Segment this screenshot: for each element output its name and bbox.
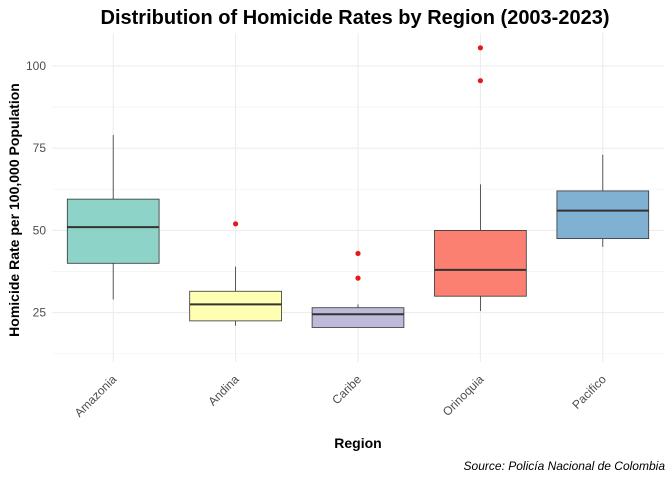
box-iqr [434, 229, 527, 297]
y-tick-labels: 25 50 75 100 [26, 59, 46, 320]
boxes-layer [66, 45, 650, 328]
x-axis-title: Region [334, 435, 381, 451]
chart-title: Distribution of Homicide Rates by Region… [101, 7, 610, 29]
x-tick-label: Pacifico [569, 372, 609, 412]
x-tick-label: Orinoquia [440, 372, 487, 419]
box-group [189, 221, 282, 326]
box-iqr [189, 290, 282, 322]
box-group [66, 134, 160, 300]
source-caption: Source: Policía Nacional de Colombia [464, 459, 666, 473]
outlier-point [355, 250, 361, 257]
y-tick-label: 25 [33, 306, 47, 320]
box-group [556, 154, 650, 247]
box-iqr [311, 307, 405, 328]
y-axis-title: Homicide Rate per 100,000 Population [6, 83, 22, 337]
box-group [434, 45, 527, 312]
outlier-point [477, 45, 483, 51]
y-tick-label: 50 [33, 223, 47, 237]
box-iqr [66, 198, 160, 264]
x-tick-label: Andina [205, 372, 242, 409]
x-tick-labels: Amazonia Andina Caribe Orinoquia Pacifico [72, 372, 609, 420]
outlier-point [233, 221, 239, 227]
outlier-point [477, 78, 483, 84]
y-tick-label: 75 [33, 141, 47, 155]
box-iqr [556, 190, 650, 240]
outlier-point [355, 275, 361, 281]
y-tick-label: 100 [26, 59, 46, 73]
x-tick-label: Caribe [329, 372, 364, 407]
x-tick-label: Amazonia [72, 372, 120, 420]
box-group [311, 250, 405, 328]
